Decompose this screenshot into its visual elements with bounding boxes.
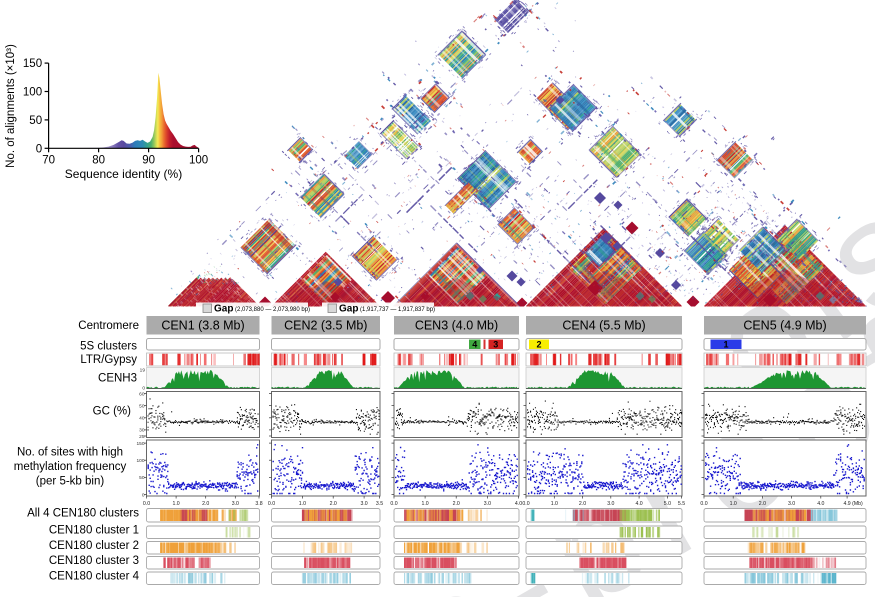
svg-text:CEN2 (3.5 Mb): CEN2 (3.5 Mb) bbox=[284, 319, 367, 333]
svg-text:LTR/Gypsy: LTR/Gypsy bbox=[80, 354, 137, 366]
svg-text:(Mb): (Mb) bbox=[852, 501, 863, 507]
svg-text:(per 5-kb bin): (per 5-kb bin) bbox=[36, 476, 105, 488]
svg-text:3.0: 3.0 bbox=[607, 501, 614, 507]
svg-text:2.0: 2.0 bbox=[579, 501, 586, 507]
svg-text:0.0: 0.0 bbox=[700, 501, 707, 507]
svg-text:3.5: 3.5 bbox=[376, 501, 383, 507]
svg-text:2: 2 bbox=[536, 339, 541, 349]
svg-text:(2,073,880 — 2,073,980 bp): (2,073,880 — 2,073,980 bp) bbox=[235, 307, 310, 313]
svg-text:0.0: 0.0 bbox=[522, 501, 529, 507]
svg-text:19: 19 bbox=[140, 368, 146, 374]
svg-text:70: 70 bbox=[42, 154, 55, 166]
svg-text:5.5: 5.5 bbox=[678, 501, 685, 507]
svg-text:4.9: 4.9 bbox=[843, 501, 850, 507]
svg-text:3.0: 3.0 bbox=[232, 501, 239, 507]
svg-text:4.0: 4.0 bbox=[515, 501, 522, 507]
svg-text:Sequence identity (%): Sequence identity (%) bbox=[65, 167, 182, 181]
svg-text:50: 50 bbox=[139, 475, 145, 481]
svg-text:2.0: 2.0 bbox=[330, 501, 337, 507]
svg-text:25: 25 bbox=[139, 434, 145, 440]
svg-text:80: 80 bbox=[92, 154, 105, 166]
svg-text:100: 100 bbox=[136, 458, 144, 464]
svg-text:1: 1 bbox=[723, 339, 728, 349]
svg-text:1.0: 1.0 bbox=[730, 501, 737, 507]
svg-text:3.8: 3.8 bbox=[255, 501, 262, 507]
svg-text:CEN3 (4.0 Mb): CEN3 (4.0 Mb) bbox=[415, 319, 498, 333]
svg-text:CEN180 cluster 1: CEN180 cluster 1 bbox=[49, 525, 139, 537]
svg-text:GC (%): GC (%) bbox=[93, 406, 132, 418]
svg-text:30: 30 bbox=[139, 428, 145, 434]
svg-text:150: 150 bbox=[23, 58, 42, 70]
svg-text:2.0: 2.0 bbox=[453, 501, 460, 507]
svg-text:90: 90 bbox=[142, 154, 155, 166]
svg-text:150: 150 bbox=[136, 441, 144, 447]
svg-text:0: 0 bbox=[36, 143, 42, 155]
svg-text:4.0: 4.0 bbox=[817, 501, 824, 507]
svg-text:2.0: 2.0 bbox=[759, 501, 766, 507]
svg-text:Centromere: Centromere bbox=[78, 320, 139, 332]
svg-text:CEN180 cluster 2: CEN180 cluster 2 bbox=[49, 540, 139, 552]
svg-text:100: 100 bbox=[189, 154, 208, 166]
svg-text:0.0: 0.0 bbox=[143, 501, 150, 507]
svg-text:No. of sites with high: No. of sites with high bbox=[17, 447, 123, 459]
svg-text:No. of alignments (×10³): No. of alignments (×10³) bbox=[5, 44, 17, 168]
svg-text:CEN1 (3.8 Mb): CEN1 (3.8 Mb) bbox=[161, 319, 244, 333]
svg-text:0.0: 0.0 bbox=[268, 501, 275, 507]
svg-text:0: 0 bbox=[142, 492, 145, 498]
svg-text:(1,917,737 — 1,917,837 bp): (1,917,737 — 1,917,837 bp) bbox=[360, 307, 435, 313]
svg-text:All 4 CEN180 clusters: All 4 CEN180 clusters bbox=[27, 508, 139, 520]
svg-text:5.0: 5.0 bbox=[664, 501, 671, 507]
svg-text:4: 4 bbox=[472, 339, 477, 349]
svg-text:CEN180 cluster 3: CEN180 cluster 3 bbox=[49, 555, 139, 567]
svg-text:50: 50 bbox=[139, 403, 145, 409]
svg-text:3.0: 3.0 bbox=[788, 501, 795, 507]
svg-text:50: 50 bbox=[29, 115, 42, 127]
svg-text:CEN5 (4.9 Mb): CEN5 (4.9 Mb) bbox=[743, 319, 826, 333]
svg-text:0: 0 bbox=[142, 386, 145, 392]
svg-text:3: 3 bbox=[493, 339, 498, 349]
svg-text:CENH3: CENH3 bbox=[98, 373, 137, 385]
svg-text:1.0: 1.0 bbox=[421, 501, 428, 507]
svg-text:CEN4 (5.5 Mb): CEN4 (5.5 Mb) bbox=[562, 319, 645, 333]
svg-text:3.0: 3.0 bbox=[360, 501, 367, 507]
svg-text:methylation frequency: methylation frequency bbox=[14, 461, 127, 473]
svg-text:Gap: Gap bbox=[214, 304, 233, 315]
svg-text:40: 40 bbox=[139, 416, 145, 422]
svg-text:2.0: 2.0 bbox=[202, 501, 209, 507]
svg-text:0.0: 0.0 bbox=[390, 501, 397, 507]
svg-text:5S clusters: 5S clusters bbox=[80, 341, 137, 353]
svg-text:1.0: 1.0 bbox=[299, 501, 306, 507]
svg-text:1.0: 1.0 bbox=[172, 501, 179, 507]
svg-text:60: 60 bbox=[139, 391, 145, 397]
svg-text:1.0: 1.0 bbox=[551, 501, 558, 507]
svg-text:3.0: 3.0 bbox=[484, 501, 491, 507]
svg-text:Gap: Gap bbox=[339, 304, 358, 315]
svg-text:100: 100 bbox=[23, 87, 42, 99]
svg-text:CEN180 cluster 4: CEN180 cluster 4 bbox=[49, 571, 140, 583]
svg-text:4.0: 4.0 bbox=[635, 501, 642, 507]
